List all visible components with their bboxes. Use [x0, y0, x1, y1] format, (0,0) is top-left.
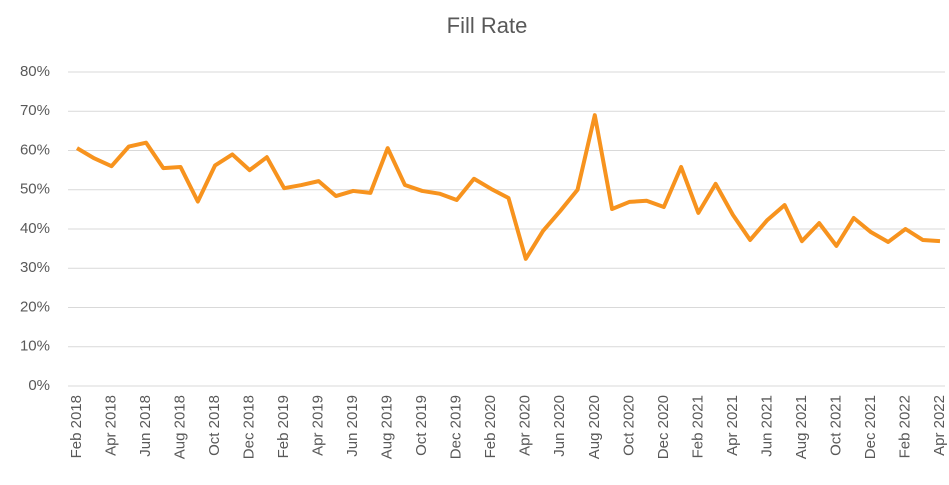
y-tick-label: 0% [28, 377, 50, 394]
x-tick-label: Aug 2018 [172, 395, 189, 459]
x-tick-label: Oct 2019 [413, 395, 430, 456]
y-tick-label: 10% [20, 338, 50, 355]
x-tick-label: Apr 2019 [310, 395, 327, 456]
x-tick-label: Oct 2020 [620, 395, 637, 456]
y-tick-label: 60% [20, 141, 50, 158]
x-tick-label: Feb 2020 [482, 395, 499, 458]
x-tick-label: Jun 2019 [344, 395, 361, 457]
x-tick-label: Apr 2020 [517, 395, 534, 456]
x-tick-label: Dec 2019 [448, 395, 465, 459]
x-tick-label: Jun 2018 [137, 395, 154, 457]
x-tick-label: Apr 2022 [931, 395, 948, 456]
y-tick-label: 70% [20, 102, 50, 119]
x-tick-label: Apr 2018 [102, 395, 119, 456]
x-tick-label: Dec 2021 [862, 395, 879, 459]
chart-title: Fill Rate [447, 13, 528, 38]
x-tick-label: Feb 2019 [275, 395, 292, 458]
x-tick-label: Dec 2018 [241, 395, 258, 459]
y-tick-label: 20% [20, 298, 50, 315]
x-tick-label: Feb 2021 [689, 395, 706, 458]
y-tick-label: 80% [20, 63, 50, 80]
y-tick-label: 50% [20, 181, 50, 198]
x-tick-label: Aug 2021 [793, 395, 810, 459]
x-tick-label: Jun 2020 [551, 395, 568, 457]
y-tick-label: 40% [20, 220, 50, 237]
x-tick-label: Aug 2020 [586, 395, 603, 459]
data-line [75, 113, 941, 261]
x-tick-label: Jun 2021 [758, 395, 775, 457]
x-tick-label: Dec 2020 [655, 395, 672, 459]
x-tick-label: Apr 2021 [724, 395, 741, 456]
x-tick-label: Feb 2018 [68, 395, 85, 458]
x-tick-label: Feb 2022 [896, 395, 913, 458]
x-tick-label: Oct 2018 [206, 395, 223, 456]
x-tick-label: Oct 2021 [827, 395, 844, 456]
y-tick-label: 30% [20, 259, 50, 276]
x-tick-label: Aug 2019 [379, 395, 396, 459]
